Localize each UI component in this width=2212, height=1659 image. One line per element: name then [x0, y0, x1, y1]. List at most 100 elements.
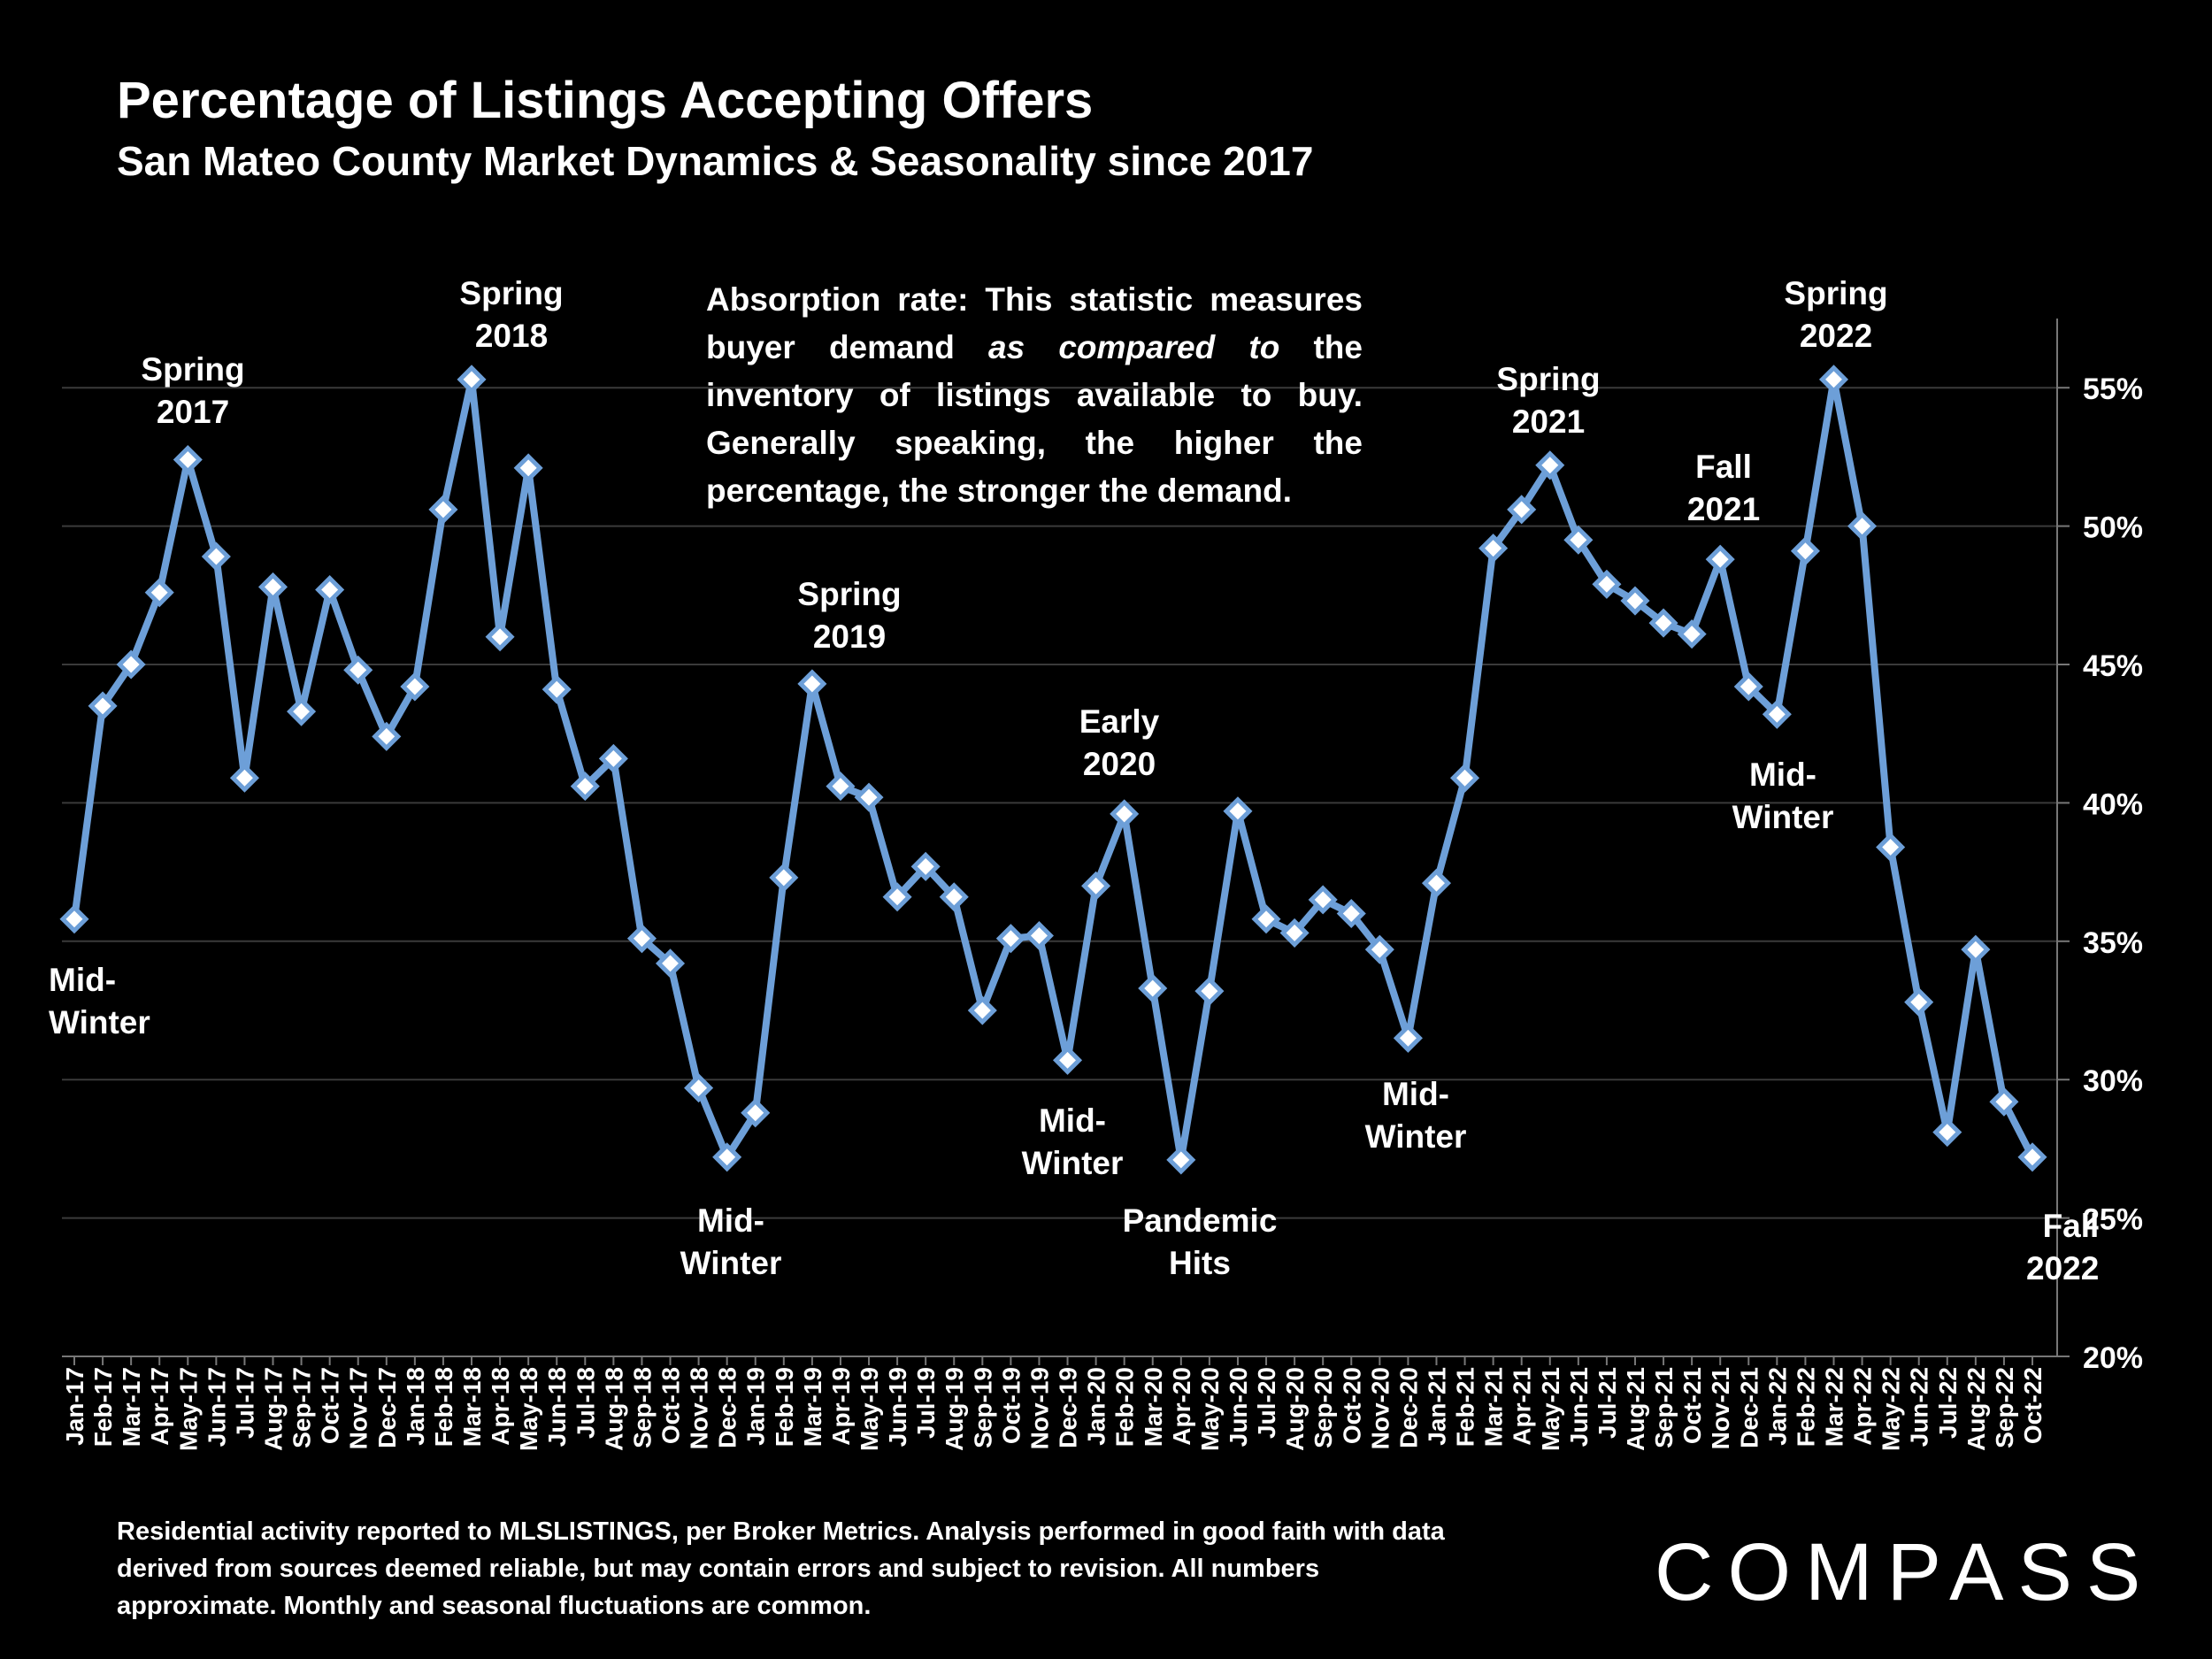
data-point: [1138, 973, 1168, 1003]
data-point: [1790, 536, 1820, 566]
data-point: [1279, 918, 1310, 948]
x-tick-label: Mar-19: [799, 1367, 826, 1447]
data-point: [1081, 871, 1111, 901]
data-point: [1223, 796, 1253, 826]
x-tick-label: Jan-22: [1763, 1367, 1791, 1446]
x-tick-label: Nov-20: [1366, 1367, 1394, 1449]
x-tick-label: Jan-18: [402, 1367, 429, 1446]
x-tick-label: Mar-17: [118, 1367, 145, 1447]
x-tick-label: Apr-20: [1168, 1367, 1195, 1446]
y-tick-label: 25%: [2083, 1203, 2143, 1237]
x-tick-label: Nov-21: [1707, 1367, 1734, 1449]
y-tick-label: 20%: [2083, 1341, 2143, 1375]
data-point: [1308, 885, 1338, 915]
x-tick-label: Mar-21: [1480, 1367, 1508, 1447]
x-tick-label: Feb-18: [430, 1367, 457, 1447]
x-tick-label: Jul-17: [231, 1367, 258, 1439]
x-tick-label: Feb-22: [1792, 1367, 1819, 1447]
data-point: [1762, 699, 1792, 729]
data-point: [1818, 365, 1849, 395]
footnote: Residential activity reported to MLSLIST…: [117, 1517, 1445, 1620]
data-point: [513, 453, 543, 483]
data-point: [1336, 898, 1366, 929]
x-tick-label: May-22: [1878, 1367, 1905, 1451]
data-point: [1620, 586, 1650, 616]
x-tick-label: May-21: [1537, 1367, 1564, 1451]
data-point: [1053, 1045, 1083, 1075]
data-point: [88, 691, 118, 721]
annotation-spring-2018: Spring 2018: [459, 275, 564, 354]
data-point: [826, 772, 856, 802]
x-tick-label: Sep-17: [288, 1367, 316, 1448]
data-point: [939, 882, 969, 912]
x-tick-label: Aug-22: [1962, 1367, 1990, 1451]
x-tick-label: Nov-19: [1025, 1367, 1053, 1449]
data-point: [570, 772, 600, 802]
data-point: [626, 924, 657, 954]
y-tick-label: 40%: [2083, 787, 2143, 821]
x-tick-label: Jul-20: [1253, 1367, 1280, 1439]
annotation-mid-winter-2021: Mid- Winter: [1732, 757, 1834, 835]
annotation-spring-2022: Spring 2022: [1784, 275, 1888, 354]
series-line: [71, 375, 2036, 1164]
annotation-mid-winter-2017: Mid- Winter: [49, 962, 150, 1041]
data-point: [229, 763, 259, 793]
x-tick-label: Jan-17: [61, 1367, 88, 1446]
annotation-fall-2022: Fall 2022: [2026, 1208, 2100, 1286]
note-text-part1: Absorption rate: This statistic measures…: [706, 281, 1363, 365]
compass-logo: COMPASS: [1655, 1527, 2155, 1617]
x-tick-label: Jun-20: [1225, 1367, 1252, 1447]
x-tick-label: Feb-20: [1111, 1367, 1139, 1447]
x-tick-label: Feb-19: [771, 1367, 798, 1447]
x-tick-label: Oct-22: [2019, 1367, 2047, 1444]
data-point: [1648, 608, 1678, 638]
x-tick-label: May-20: [1196, 1367, 1224, 1451]
x-tick-label: Jun-17: [203, 1367, 230, 1447]
x-tick-label: Aug-19: [941, 1367, 968, 1451]
data-point: [655, 949, 686, 979]
y-tick-label: 30%: [2083, 1064, 2143, 1098]
x-tick-label: May-17: [174, 1367, 202, 1451]
data-point: [1421, 868, 1452, 898]
data-point: [1251, 904, 1281, 934]
x-tick-label: Apr-18: [487, 1367, 514, 1446]
data-point: [1393, 1023, 1423, 1053]
note-text-emphasis: as compared to: [988, 329, 1280, 365]
x-tick-label: Dec-18: [714, 1367, 741, 1448]
x-tick-label: Sep-20: [1310, 1367, 1337, 1448]
data-point: [173, 444, 203, 475]
data-point: [1110, 799, 1140, 829]
x-tick-label: Feb-21: [1452, 1367, 1479, 1447]
x-tick-label: Jun-18: [543, 1367, 571, 1447]
y-tick-label: 50%: [2083, 511, 2143, 545]
x-tick-label: Apr-22: [1849, 1367, 1877, 1446]
x-tick-label: Dec-17: [373, 1367, 401, 1448]
x-tick-label: Sep-18: [628, 1367, 656, 1448]
note-text-part2: the inventory of listings available to b…: [706, 329, 1363, 509]
x-tick-label: Sep-21: [1650, 1367, 1678, 1448]
y-tick-label: 55%: [2083, 373, 2143, 406]
data-point: [1677, 619, 1707, 649]
x-tick-label: Jun-22: [1906, 1367, 1933, 1447]
x-tick-label: Aug-20: [1281, 1367, 1309, 1451]
data-point: [485, 622, 515, 652]
data-point: [287, 696, 317, 726]
chart-title: Percentage of Listings Accepting Offers: [117, 72, 1094, 129]
x-tick-label: Oct-18: [657, 1367, 685, 1444]
x-tick-label: Dec-20: [1394, 1367, 1422, 1448]
data-point: [257, 572, 288, 602]
x-tick-label: Oct-17: [317, 1367, 344, 1444]
data-point: [59, 904, 89, 934]
x-tick-label: Apr-21: [1509, 1367, 1536, 1446]
x-tick-label: Jul-18: [572, 1367, 599, 1439]
data-point: [1024, 921, 1054, 951]
data-point: [116, 649, 146, 680]
data-point: [910, 851, 941, 881]
data-point: [1932, 1118, 1962, 1148]
data-point: [684, 1073, 714, 1103]
x-tick-label: Jun-19: [884, 1367, 911, 1447]
data-point: [343, 655, 373, 685]
annotation-mid-winter-2019: Mid- Winter: [1021, 1102, 1124, 1181]
data-point: [1194, 976, 1225, 1006]
